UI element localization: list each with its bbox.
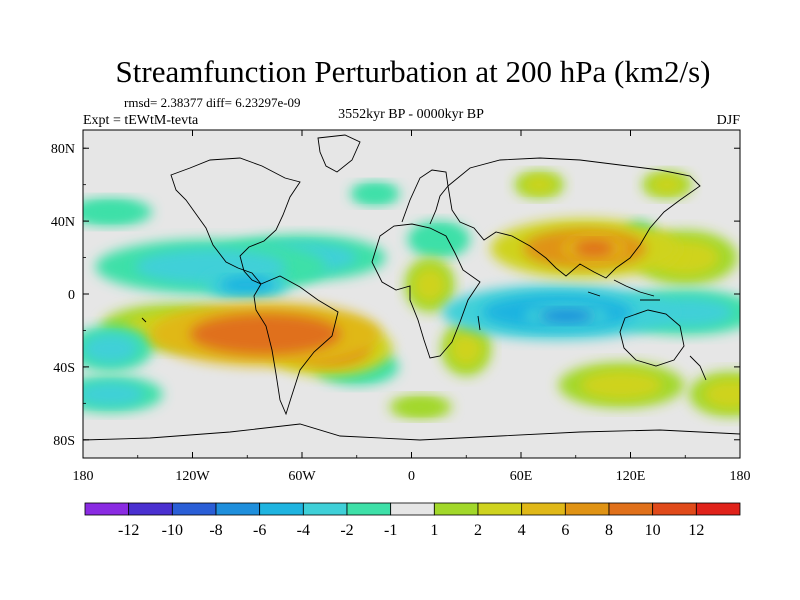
y-tick-label: 0 (68, 288, 75, 303)
map-plot: 180 120W 60W 0 60E 120E 180 80N 40N 0 40S 80S (51, 129, 751, 484)
y-tick-label: 80S (53, 434, 75, 449)
colorbar-label: 2 (474, 522, 482, 539)
coastline-australia (619, 309, 685, 367)
anomaly-north-africa-low (418, 227, 460, 251)
colorbar-label: 1 (430, 522, 438, 539)
colorbar-label: 12 (688, 522, 704, 539)
colorbar-swatch (477, 502, 523, 516)
anomaly-south-west-pacific-high (703, 379, 740, 409)
y-tick-label: 80N (51, 142, 75, 157)
anomaly-south-pacific-low (83, 334, 138, 364)
colorbar-swatch (521, 502, 566, 516)
colorbar: -12 -10 -8 -6 -4 -2 -1 1 2 4 6 8 10 12 (84, 502, 741, 539)
anomaly-african-arc-south (449, 331, 483, 367)
coastline-greenland (317, 134, 361, 173)
axes: 180 120W 60W 0 60E 120E 180 80N 40N 0 40S 80S (51, 130, 751, 484)
colorbar-swatch (215, 502, 261, 516)
x-tick-label: 120W (175, 469, 210, 484)
anomaly-southern-subtropical-atlantic-high (190, 313, 341, 355)
y-tick-label: 40N (51, 215, 75, 230)
anomaly-siberia-high (650, 175, 684, 194)
colorbar-swatch (608, 502, 654, 516)
colorbar-swatch (695, 502, 741, 516)
anomaly-african-arc-north (413, 267, 447, 303)
coastline-asia (447, 157, 701, 279)
colorbar-label: -12 (118, 522, 139, 539)
coastline-north-america (170, 157, 301, 285)
colorbar-label: -6 (253, 522, 266, 539)
colorbar-label: -2 (340, 522, 353, 539)
x-tick-label: 180 (730, 469, 751, 484)
anomaly-south-pacific-southern-low (83, 382, 145, 406)
colorbar-swatch (433, 502, 479, 516)
anomaly-north-pacific-low (83, 203, 138, 221)
anomaly-south-indian-ocean-high (580, 370, 663, 400)
colorbar-label: 6 (561, 522, 569, 539)
x-tick-label: 60E (510, 469, 533, 484)
colorbar-swatch (259, 502, 304, 516)
x-tick-label: 60W (288, 469, 316, 484)
stats-line: rmsd= 2.38377 diff= 6.23297e-09 (124, 95, 301, 110)
anomaly-southern-ocean-atlantic-high (400, 399, 442, 415)
colorbar-label: -8 (209, 522, 222, 539)
colorbar-label: 8 (605, 522, 613, 539)
colorbar-swatch (652, 502, 697, 516)
experiment-label: Expt = tEWtM-tevta (83, 113, 199, 128)
colorbar-swatch (302, 502, 348, 516)
anomaly-indian-ocean-low-core (539, 308, 594, 324)
season-label: DJF (717, 113, 741, 128)
x-tick-label: 120E (616, 469, 646, 484)
coastline-antarctica (83, 423, 740, 441)
coastline-south-america (253, 275, 339, 416)
colorbar-label: -4 (297, 522, 310, 539)
anomaly-north-atlantic-small-low (358, 186, 392, 202)
coastline-africa-europe (371, 169, 481, 359)
coastline-islands (141, 279, 707, 381)
x-tick-label: 0 (408, 469, 415, 484)
coastlines (83, 134, 740, 441)
colorbar-swatch (390, 502, 435, 516)
colorbar-swatch (84, 502, 130, 516)
anomaly-eurasia-small-high (522, 175, 556, 194)
y-tick-label: 40S (53, 361, 75, 376)
time-label: 3552kyr BP - 0000kyr BP (338, 107, 484, 122)
anomaly-caribbean-low-core (219, 276, 275, 294)
colorbar-label: 4 (518, 522, 526, 539)
colorbar-swatch (564, 502, 610, 516)
anomaly-field (83, 171, 740, 419)
colorbar-swatch (346, 502, 392, 516)
colorbar-label: 10 (645, 522, 661, 539)
anomaly-asian-high-core (573, 239, 615, 258)
x-tick-label: 180 (73, 469, 94, 484)
colorbar-swatch (171, 502, 217, 516)
chart-title: Streamfunction Perturbation at 200 hPa (… (116, 54, 711, 89)
colorbar-label: -1 (384, 522, 397, 539)
colorbar-label: -10 (162, 522, 183, 539)
colorbar-swatch (128, 502, 173, 516)
